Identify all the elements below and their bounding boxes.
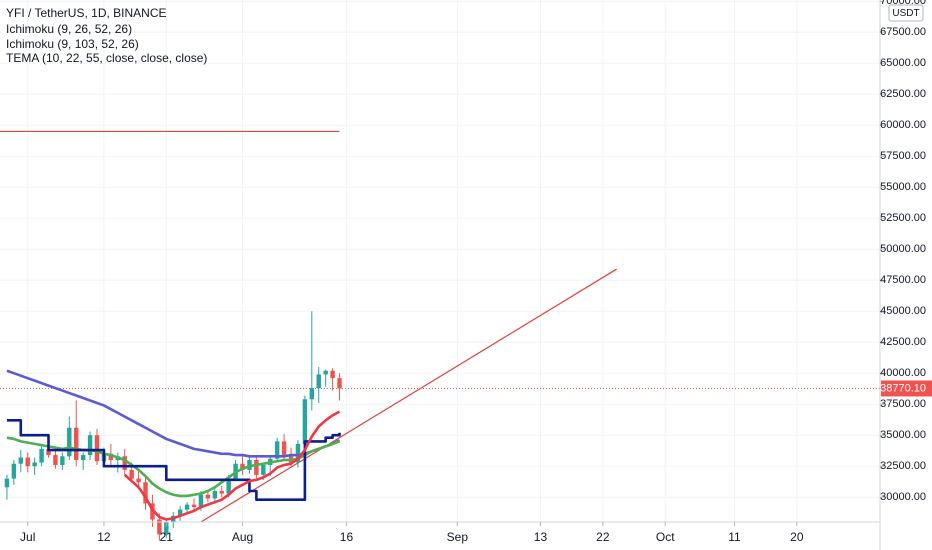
x-tick-label: 11: [728, 530, 741, 544]
candle-body: [219, 491, 224, 494]
candle-body: [281, 441, 287, 457]
x-tick-label: 21: [160, 530, 174, 544]
y-tick-label: 70000.00: [880, 0, 926, 7]
y-tick-label: 42500.00: [880, 336, 926, 348]
candle-body: [198, 494, 204, 508]
candle-body: [240, 463, 245, 470]
candle-body: [302, 399, 308, 444]
y-tick-label: 62500.00: [880, 88, 926, 100]
x-tick-label: Jul: [20, 530, 35, 544]
x-tick-label: 22: [596, 530, 610, 544]
candle-body: [330, 370, 335, 379]
candle-body: [11, 463, 17, 479]
x-tick-label: 12: [97, 530, 111, 544]
y-tick-label: 30000.00: [880, 491, 926, 503]
candle-body: [316, 374, 321, 389]
candle-body: [337, 378, 342, 389]
candle-body: [32, 462, 37, 467]
last-price-label: 38770.10: [880, 382, 926, 394]
candle-body: [94, 435, 100, 462]
x-tick-label: Sep: [447, 530, 469, 544]
candle-body: [108, 453, 114, 461]
currency-label: USDT: [892, 8, 919, 19]
candle-body: [323, 370, 328, 375]
y-tick-label: 55000.00: [880, 181, 926, 193]
y-tick-label: 52500.00: [880, 212, 926, 224]
candle-body: [4, 478, 10, 488]
candle-body: [205, 494, 211, 499]
legend-entry: TEMA (10, 22, 55, close, close, close): [6, 51, 207, 65]
chart-title: YFI / TetherUS, 1D, BINANCE: [6, 6, 167, 20]
last-price-box: [881, 380, 932, 397]
y-tick-label: 67500.00: [880, 26, 926, 38]
candle-body: [18, 457, 24, 464]
x-tick-label: 20: [790, 530, 804, 544]
candle-body: [295, 443, 301, 463]
candle-body: [74, 427, 79, 461]
indicator-line: [123, 410, 341, 521]
candle-body: [164, 522, 169, 535]
candle-body: [25, 457, 30, 467]
grid: [0, 0, 880, 522]
candle-body: [129, 469, 134, 479]
x-tick-label: 16: [340, 530, 354, 544]
legend-entry: Ichimoku (9, 26, 52, 26): [6, 22, 132, 36]
candle-body: [136, 478, 141, 483]
candle-body: [309, 388, 315, 400]
x-tick-label: 13: [534, 530, 548, 544]
y-tick-label: 45000.00: [880, 305, 926, 317]
candle-body: [39, 448, 44, 463]
candle-body: [87, 435, 93, 456]
candle-body: [177, 509, 183, 516]
candle-body: [53, 455, 58, 465]
candle-body: [191, 504, 197, 508]
candle-body: [80, 455, 86, 461]
candle-body: [274, 441, 280, 459]
x-tick-label: Oct: [656, 530, 675, 544]
candle-body: [226, 478, 231, 494]
y-tick-label: 65000.00: [880, 57, 926, 69]
y-tick-label: 32500.00: [880, 460, 926, 472]
y-tick-label: 50000.00: [880, 243, 926, 255]
indicator-line: [6, 369, 341, 458]
candle-body: [67, 427, 72, 457]
candle-body: [254, 460, 259, 475]
candle-body: [157, 519, 162, 535]
trendline[interactable]: [200, 268, 618, 523]
candle-body: [60, 456, 65, 465]
y-tick-label: 57500.00: [880, 150, 926, 162]
candle-body: [143, 482, 148, 504]
indicator-line: [6, 419, 341, 501]
y-tick-label: 47500.00: [880, 274, 926, 286]
candle-body: [261, 464, 266, 475]
legend-entry: Ichimoku (9, 103, 52, 26): [6, 37, 139, 51]
currency-box[interactable]: [888, 4, 924, 22]
y-tick-label: 40000.00: [880, 367, 926, 379]
candle-body: [184, 504, 190, 510]
x-tick-label: Aug: [232, 530, 253, 544]
candle-body: [46, 448, 51, 456]
y-tick-label: 35000.00: [880, 429, 926, 441]
y-tick-label: 37500.00: [880, 398, 926, 410]
candle-body: [122, 456, 127, 470]
axes: 30000.00 32500.00 35000.00 37500.00 40000.00…: [20, 0, 932, 544]
y-tick-label: 60000.00: [880, 119, 926, 131]
plot: [0, 130, 880, 541]
candle-body: [212, 491, 218, 499]
